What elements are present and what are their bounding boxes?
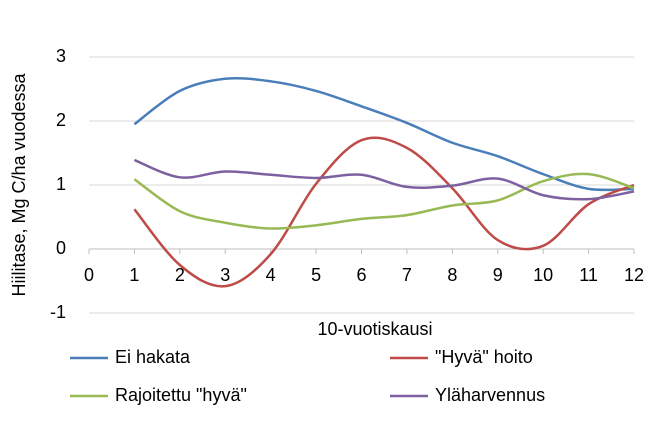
y-tick-label: -1	[50, 302, 66, 322]
x-tick-label: 3	[220, 265, 230, 285]
x-axis-label: 10-vuotiskausi	[317, 319, 432, 339]
y-axis-label: Hiilitase, Mg C/ha vuodessa	[9, 72, 29, 296]
x-tick-label: 0	[84, 265, 94, 285]
y-tick-label: 2	[56, 110, 66, 130]
series-line	[133, 76, 635, 192]
x-tick-label: 4	[266, 265, 276, 285]
y-tick-label: 0	[56, 238, 66, 258]
legend-label: "Hyvä" hoito	[435, 347, 533, 367]
y-tick-label: 3	[56, 46, 66, 66]
x-tick-label: 8	[447, 265, 457, 285]
x-tick-label: 2	[175, 265, 185, 285]
x-tick-label: 11	[579, 265, 598, 285]
series-line	[133, 158, 635, 201]
x-tick-label: 6	[356, 265, 366, 285]
x-tick-label: 9	[493, 265, 503, 285]
legend-label: Ei hakata	[115, 347, 191, 367]
x-tick-label: 12	[624, 265, 644, 285]
x-tick-label: 10	[533, 265, 553, 285]
legend-label: Yläharvennus	[435, 385, 545, 405]
x-tick-label: 1	[129, 265, 139, 285]
series-line	[133, 172, 635, 230]
legend-label: Rajoitettu "hyvä"	[115, 385, 247, 405]
x-tick-label: 7	[402, 265, 412, 285]
y-tick-label: 1	[56, 174, 66, 194]
series-line	[133, 136, 635, 288]
x-tick-label: 5	[311, 265, 321, 285]
